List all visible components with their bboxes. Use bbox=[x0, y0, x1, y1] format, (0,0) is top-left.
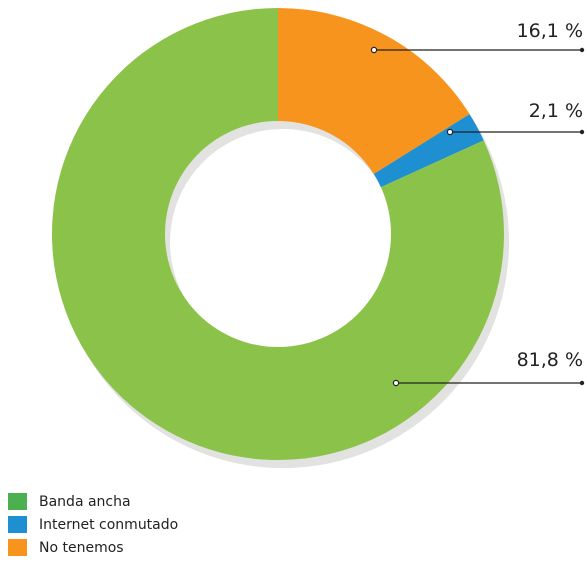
legend-label-internet-conmutado: Internet conmutado bbox=[39, 516, 179, 533]
legend-label-banda-ancha: Banda ancha bbox=[39, 493, 131, 510]
slice-no-tenemos bbox=[278, 8, 470, 175]
callout-dot-no-tenemos bbox=[370, 46, 378, 54]
slice-banda-ancha bbox=[52, 8, 504, 460]
legend-item-banda-ancha: Banda ancha bbox=[8, 490, 178, 513]
data-label-banda-ancha: 81,8 % bbox=[517, 349, 583, 371]
data-label-internet-conmutado: 2,1 % bbox=[529, 100, 583, 122]
legend-swatch-banda-ancha bbox=[8, 493, 27, 510]
callout-end-dot-no-tenemos bbox=[579, 47, 585, 53]
donut-slices bbox=[52, 8, 504, 460]
callout-end-dot-internet-conmutado bbox=[579, 129, 585, 135]
callout-end-dot-banda-ancha bbox=[579, 380, 585, 386]
legend-label-no-tenemos: No tenemos bbox=[39, 539, 124, 556]
data-label-no-tenemos: 16,1 % bbox=[517, 20, 583, 42]
value-callouts: 16,1 % 2,1 % 81,8 % bbox=[370, 20, 585, 387]
legend-swatch-no-tenemos bbox=[8, 539, 27, 556]
callout-dot-banda-ancha bbox=[392, 379, 400, 387]
legend-swatch-internet-conmutado bbox=[8, 516, 27, 533]
legend-item-internet-conmutado: Internet conmutado bbox=[8, 513, 178, 536]
legend: Banda ancha Internet conmutado No tenemo… bbox=[8, 490, 178, 559]
legend-item-no-tenemos: No tenemos bbox=[8, 536, 178, 559]
callout-dot-internet-conmutado bbox=[446, 128, 454, 136]
